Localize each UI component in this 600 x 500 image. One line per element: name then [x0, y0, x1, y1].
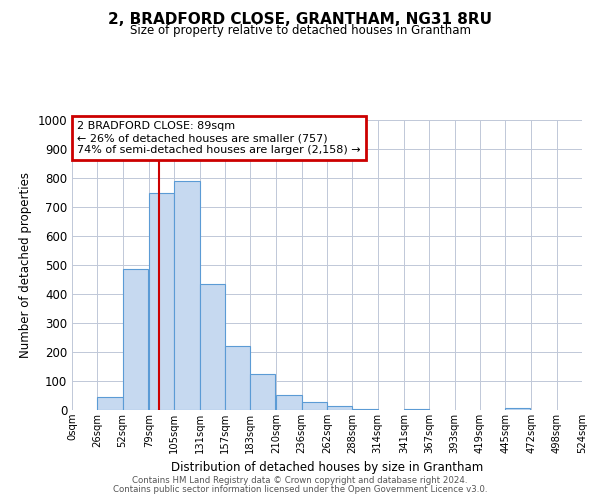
- Text: Contains HM Land Registry data © Crown copyright and database right 2024.: Contains HM Land Registry data © Crown c…: [132, 476, 468, 485]
- Text: Contains public sector information licensed under the Open Government Licence v3: Contains public sector information licen…: [113, 485, 487, 494]
- Bar: [505, 408, 530, 410]
- Bar: [250, 374, 275, 410]
- Text: 2, BRADFORD CLOSE, GRANTHAM, NG31 8RU: 2, BRADFORD CLOSE, GRANTHAM, NG31 8RU: [108, 12, 492, 28]
- Bar: [302, 402, 327, 410]
- Bar: [174, 181, 200, 410]
- Bar: [97, 397, 122, 410]
- Bar: [149, 192, 174, 410]
- Bar: [122, 270, 148, 410]
- Y-axis label: Number of detached properties: Number of detached properties: [19, 172, 32, 358]
- Bar: [199, 284, 225, 410]
- Text: Size of property relative to detached houses in Grantham: Size of property relative to detached ho…: [130, 24, 470, 37]
- Bar: [277, 395, 302, 410]
- Bar: [327, 406, 352, 410]
- X-axis label: Distribution of detached houses by size in Grantham: Distribution of detached houses by size …: [171, 462, 483, 474]
- Bar: [225, 346, 250, 410]
- Text: 2 BRADFORD CLOSE: 89sqm
← 26% of detached houses are smaller (757)
74% of semi-d: 2 BRADFORD CLOSE: 89sqm ← 26% of detache…: [77, 122, 361, 154]
- Bar: [352, 408, 377, 410]
